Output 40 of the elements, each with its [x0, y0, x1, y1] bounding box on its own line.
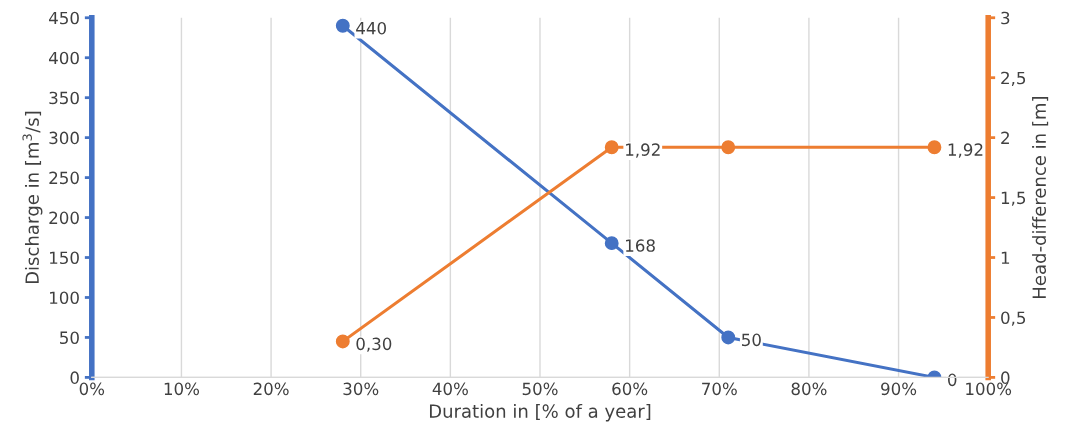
data-label: 0,30 — [356, 337, 392, 352]
y-axis-title: Discharge in [m$^{3}$/s] — [22, 111, 43, 284]
x-tick-label: 20% — [253, 382, 289, 396]
x-axis-title: Duration in [% of a year] — [429, 403, 651, 422]
y-tick-label: 400 — [49, 51, 79, 65]
y2-tick-label: 2 — [1001, 131, 1009, 144]
data-label: 1,92 — [626, 143, 660, 158]
x-tick-label: 40% — [432, 382, 468, 396]
x-tick-label: 90% — [881, 382, 917, 396]
data-label: 1,92 — [948, 143, 983, 158]
x-tick-label: 80% — [791, 382, 827, 396]
y-tick-label: 50 — [60, 331, 79, 345]
x-tick-label: 60% — [612, 382, 648, 396]
data-label: 168 — [626, 239, 655, 252]
y2-tick-label: 1 — [1001, 251, 1010, 264]
point — [721, 330, 736, 345]
y2-axis-title: Head-difference in [m] — [1032, 97, 1049, 298]
y-tick-label: 150 — [50, 251, 79, 265]
y2-tick-label: 0,5 — [1001, 311, 1026, 326]
y2-tick-label: 0 — [1001, 371, 1010, 384]
x-tick-label: 70% — [702, 382, 737, 396]
y2-tick-label: 3 — [1001, 11, 1010, 25]
y-tick-label: 0 — [70, 371, 79, 384]
data-label: 50 — [742, 333, 761, 347]
y2-tick-label: 1,5 — [1001, 191, 1026, 206]
y-tick-label: 100 — [50, 291, 79, 305]
y-tick-label: 250 — [49, 171, 79, 185]
y-tick-label: 350 — [49, 91, 79, 105]
x-tick-label: 0% — [79, 382, 105, 396]
y-tick-label: 450 — [49, 11, 79, 25]
point — [604, 236, 619, 251]
x-tick-label: 10% — [164, 382, 200, 396]
x-tick-label: 30% — [343, 382, 379, 396]
x-tick-label: 50% — [522, 382, 558, 396]
y-tick-label: 300 — [49, 131, 79, 145]
y2-tick-label: 2,5 — [1001, 71, 1026, 86]
data-label: 440 — [356, 21, 386, 35]
point — [335, 18, 350, 33]
x-tick-label: 100% — [966, 382, 1012, 396]
y-tick-label: 200 — [49, 211, 79, 225]
